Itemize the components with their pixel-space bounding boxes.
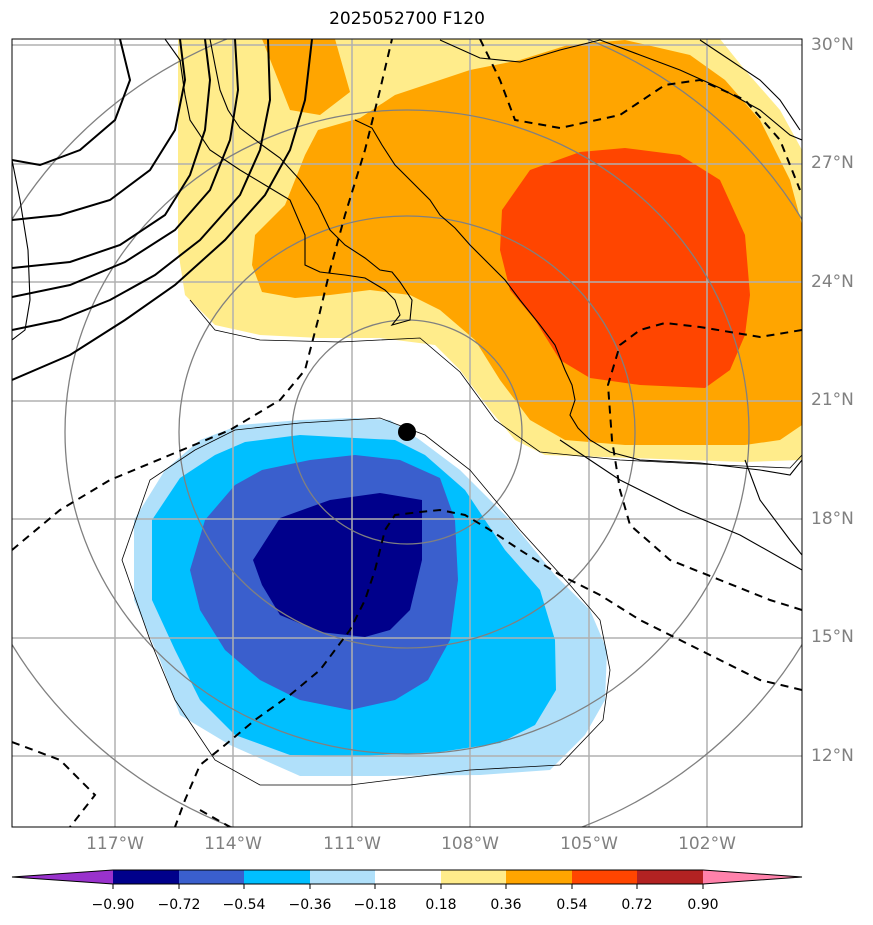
colorbar-seg [310,870,375,884]
lat-label: 30°N [811,35,854,55]
lat-label: 24°N [811,272,854,292]
colorbar-underflow [12,870,113,884]
lon-label: 111°W [323,834,381,854]
lon-label: 102°W [678,834,736,854]
anomaly-outline [121,417,611,786]
lon-label: 117°W [86,834,144,854]
colorbar-tick-label: 0.18 [425,897,457,913]
colorbar-tick-label: −0.90 [91,897,135,913]
lat-label: 27°N [811,153,854,173]
colorbar-seg [506,870,572,884]
dashed-contours [12,39,802,827]
lon-label: 108°W [441,834,499,854]
colorbar-seg [113,870,179,884]
lon-label: 114°W [204,834,262,854]
positive-anomaly-0.54 [500,148,750,388]
colorbar-seg [244,870,310,884]
colorbar-tick-label: −0.54 [222,897,266,913]
colorbar-tick-label: −0.72 [157,897,201,913]
colorbar-seg [441,870,506,884]
colorbar-tick-label: −0.18 [353,897,397,913]
lat-label: 12°N [811,746,854,766]
colorbar-tick-label: 0.90 [687,897,719,913]
colorbar-tick-label: 0.36 [490,897,522,913]
colorbar-tick-label: 0.54 [556,897,588,913]
colorbar-seg [375,870,441,884]
storm-center-marker [398,423,416,441]
colorbar-tick-label: 0.72 [621,897,653,913]
colorbar [11,869,803,889]
colorbar-seg [637,870,703,884]
range-rings [12,39,802,827]
colorbar-tick-label: −0.36 [288,897,332,913]
map-frame [11,38,803,828]
coastlines [12,39,802,571]
colorbar-seg [572,870,637,884]
colorbar-overflow [703,870,802,884]
lon-label: 105°W [560,834,618,854]
lat-label: 18°N [811,509,854,529]
gridlines [12,39,802,827]
negative-anomaly-0.72 [253,493,422,637]
solid-contours [12,39,313,381]
anomaly-outline-north [189,299,802,469]
lat-label: 21°N [811,390,854,410]
lat-label: 15°N [811,627,854,647]
map-title: 2025052700 F120 [329,9,485,29]
colorbar-seg [179,870,244,884]
